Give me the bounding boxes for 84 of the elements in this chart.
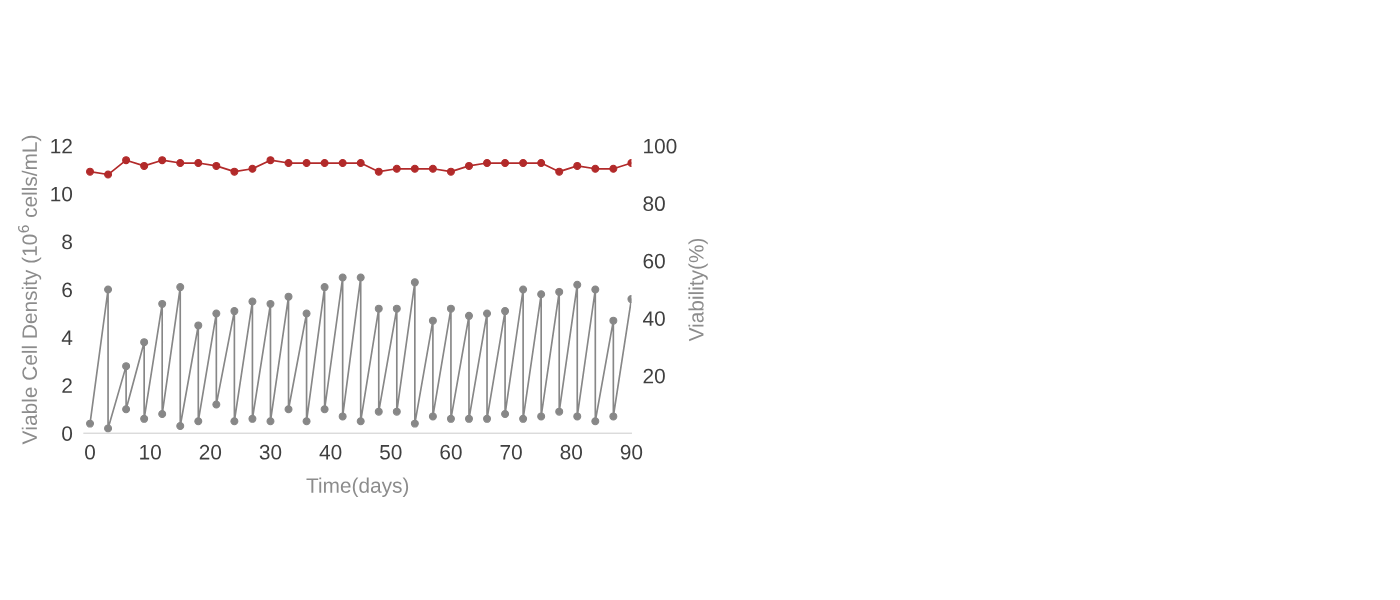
point <box>537 290 546 299</box>
point <box>212 309 221 318</box>
y2-axis-title: Viability(%) <box>688 238 708 342</box>
point <box>410 419 419 428</box>
point <box>519 285 528 294</box>
point <box>194 321 203 330</box>
point <box>464 414 473 423</box>
point <box>176 422 185 431</box>
point <box>194 417 203 426</box>
y-tick-label: 10 <box>51 186 73 202</box>
point <box>158 410 167 419</box>
point <box>591 417 600 426</box>
point <box>501 410 510 419</box>
point <box>483 414 492 423</box>
y-axis-title: Viable Cell Density (10$^{6}$ cells/mL) <box>18 135 42 445</box>
point <box>519 414 528 423</box>
y2-tick-label: 40 <box>642 311 665 326</box>
y2-tick-label: 100 <box>644 138 677 154</box>
point <box>230 307 239 316</box>
point <box>122 362 131 371</box>
x-tick-label: 60 <box>440 444 462 460</box>
point <box>320 405 329 414</box>
y-tick-label: 8 <box>62 234 72 250</box>
x-tick-label: 90 <box>620 444 643 460</box>
point <box>86 419 95 428</box>
point <box>537 412 546 421</box>
point <box>302 417 311 426</box>
point <box>266 417 275 426</box>
point <box>284 292 293 301</box>
point <box>140 338 149 347</box>
x-tick-label: 50 <box>380 444 402 460</box>
point <box>374 304 383 313</box>
point <box>374 407 383 416</box>
point <box>609 412 618 421</box>
y-tick-label: 0 <box>62 426 73 441</box>
point <box>555 287 564 296</box>
point <box>428 412 437 421</box>
x-axis-title: Time(days) <box>306 477 409 498</box>
point <box>609 316 618 325</box>
x-tick-label: 40 <box>319 444 342 460</box>
point <box>501 307 510 316</box>
point <box>338 412 347 421</box>
point <box>266 299 275 308</box>
point <box>104 285 113 294</box>
point <box>320 283 329 292</box>
point <box>555 407 564 416</box>
point <box>176 283 185 292</box>
point <box>591 285 600 294</box>
point <box>284 405 293 414</box>
point <box>392 304 401 313</box>
point <box>410 278 419 287</box>
point <box>573 280 582 289</box>
point <box>483 309 492 318</box>
y-tick-label: 6 <box>62 282 72 298</box>
point <box>338 273 347 282</box>
point <box>573 412 582 421</box>
point <box>248 297 257 306</box>
y-tick-label: 4 <box>61 330 73 345</box>
point <box>356 417 365 426</box>
point <box>428 316 437 325</box>
x-tick-label: 0 <box>85 444 95 460</box>
x-tick-label: 70 <box>500 444 522 460</box>
point <box>212 400 221 409</box>
y2-tick-label: 80 <box>643 196 665 212</box>
point <box>248 414 257 423</box>
point <box>104 424 113 433</box>
point <box>446 414 455 423</box>
point <box>158 299 167 308</box>
x-tick-label: 80 <box>560 444 583 460</box>
y-tick-label: 12 <box>51 138 72 154</box>
x-tick-label: 20 <box>199 444 222 460</box>
point <box>446 304 455 313</box>
point <box>356 273 365 282</box>
point <box>140 414 149 423</box>
point <box>392 407 401 416</box>
y2-tick-label: 20 <box>643 368 665 384</box>
x-tick-label: 10 <box>140 444 161 460</box>
point <box>230 417 239 426</box>
x-tick-label: 30 <box>259 444 282 460</box>
y2-tick-label: 60 <box>643 253 665 269</box>
point <box>302 309 311 318</box>
point <box>122 405 131 414</box>
point <box>464 311 473 320</box>
y-tick-label: 2 <box>62 378 72 393</box>
